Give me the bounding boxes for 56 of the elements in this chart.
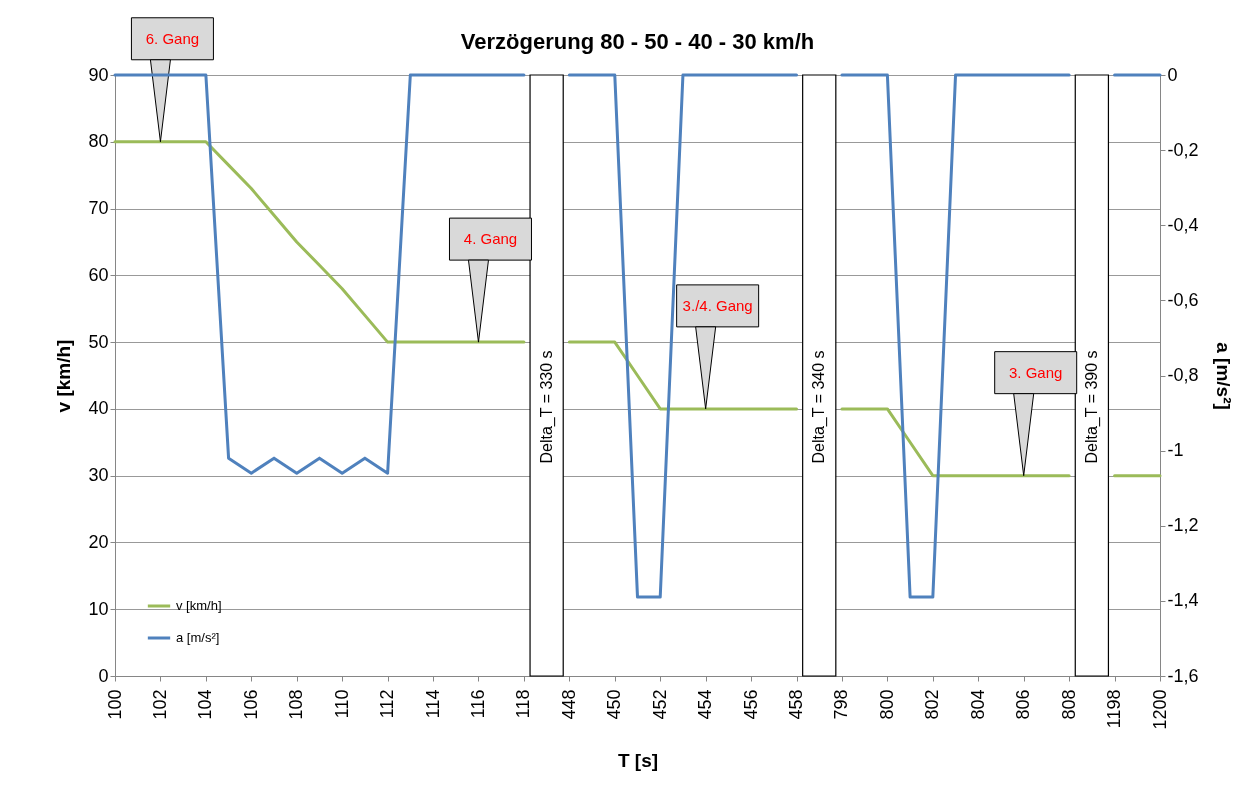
x-axis-title: T [s] (617, 749, 659, 771)
x-tick-label: 798 (831, 689, 852, 720)
y-axis-title: v [km/h] (53, 339, 75, 413)
x-tick-label: 456 (740, 689, 761, 720)
y-tick-label: 10 (88, 598, 109, 619)
x-tick-label: 100 (104, 689, 125, 720)
x-tick-label: 102 (149, 689, 170, 720)
y-tick-label: 20 (88, 531, 109, 552)
legend-label: v [km/h] (176, 598, 222, 613)
y-tick-label: 40 (88, 398, 109, 419)
x-tick-label: 800 (876, 689, 897, 720)
x-tick-label: 458 (786, 689, 807, 720)
y-tick-label: 60 (88, 264, 109, 285)
chart-title: Verzögerung 80 - 50 - 40 - 30 km/h (460, 28, 815, 54)
y2-tick-label: -1,2 (1167, 515, 1199, 536)
y2-tick-label: -1 (1167, 440, 1184, 461)
annotation: 3./4. Gang (682, 296, 753, 314)
y2-tick-label: -0,6 (1167, 289, 1199, 310)
annotation: 3. Gang (1009, 363, 1063, 381)
x-tick-label: 452 (649, 689, 670, 720)
annotation: 4. Gang (463, 230, 518, 248)
y2-axis-title: a [m/s²] (1212, 342, 1234, 410)
x-tick-label: 112 (377, 689, 398, 719)
x-tick-label: 110 (331, 689, 352, 719)
legend-label: a [m/s²] (176, 630, 220, 645)
x-tick-label: 118 (513, 689, 534, 719)
y-tick-label: 50 (88, 331, 109, 352)
y-tick-label: 30 (88, 465, 109, 486)
x-tick-label: 450 (604, 689, 625, 720)
y-tick-label: 90 (88, 64, 109, 85)
annotation: Delta_T = 390 s (1082, 350, 1101, 464)
x-tick-label: 454 (695, 689, 716, 720)
y2-tick-label: -0,2 (1167, 139, 1199, 160)
y2-tick-label: -0,4 (1167, 214, 1199, 235)
y2-tick-label: -1,4 (1167, 590, 1199, 611)
x-tick-label: 802 (922, 689, 943, 720)
x-tick-label: 116 (467, 689, 488, 719)
x-tick-label: 448 (558, 689, 579, 720)
annotation: 6. Gang (145, 29, 200, 47)
y2-tick-label: -0,8 (1167, 365, 1199, 385)
x-tick-label: 106 (240, 689, 261, 720)
x-tick-label: 804 (967, 689, 988, 720)
x-tick-label: 108 (286, 689, 307, 720)
y-tick-label: 70 (88, 198, 109, 219)
x-tick-label: 808 (1058, 689, 1079, 720)
x-tick-label: 104 (195, 689, 216, 720)
y-tick-label: 80 (88, 131, 109, 152)
annotation: Delta_T = 340 s (810, 350, 829, 464)
y2-tick-label: 0 (1167, 64, 1178, 85)
y-tick-label: 0 (98, 665, 109, 686)
x-tick-label: 114 (422, 689, 443, 719)
x-tick-label: 1200 (1149, 689, 1170, 730)
x-tick-label: 1198 (1104, 689, 1125, 729)
annotation: Delta_T = 330 s (537, 350, 556, 464)
y2-tick-label: -1,6 (1167, 665, 1199, 686)
x-tick-label: 806 (1013, 689, 1034, 720)
